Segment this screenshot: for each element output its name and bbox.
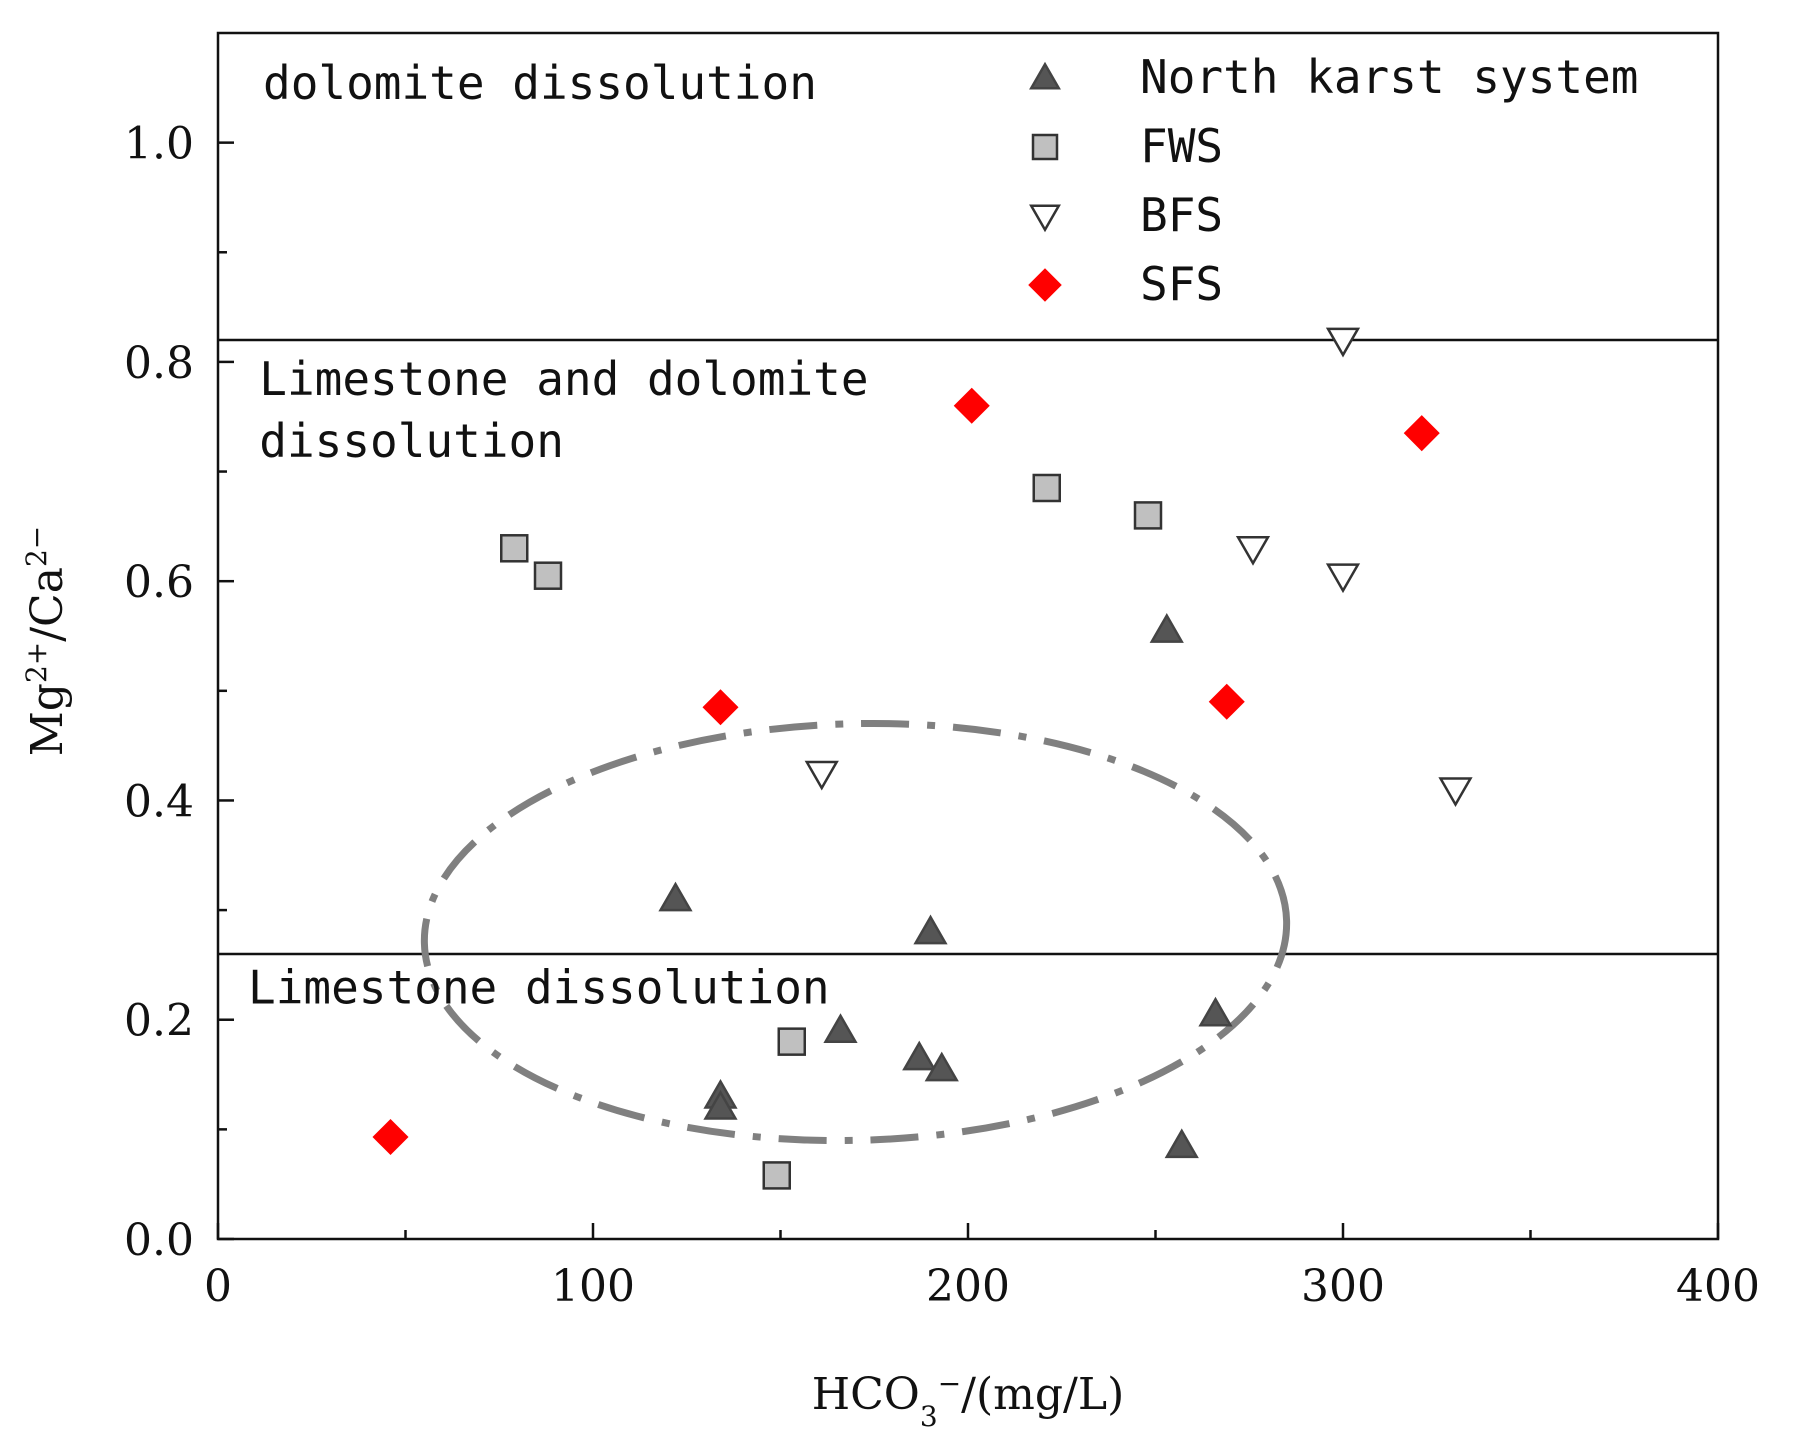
point-bfs-4 [1438,777,1473,807]
x-tick-label: 200 [926,1261,1010,1312]
legend-label-1: FWS [1140,119,1223,173]
legend-marker-0 [1029,61,1061,90]
plot-frame [216,31,1720,1241]
x-tick-label: 0 [204,1261,232,1312]
y-tick-label: 0.2 [124,996,194,1047]
legend-marker-3 [1028,268,1062,302]
y-title-b: /Ca [22,567,73,642]
data-points [372,327,1473,1190]
region-label-line: Limestone and dolomite [259,352,868,406]
point-fws-2 [1032,473,1061,503]
point-north-karst-system-8 [1198,996,1233,1027]
legend-marker-2 [1029,204,1061,233]
legend-label-2: BFS [1140,188,1223,242]
point-fws-4 [777,1027,806,1056]
y-tick-label: 0.8 [124,338,194,389]
region-label-line: dolomite dissolution [263,56,817,110]
region-label-1: Limestone and dolomite dissolution [259,352,868,468]
point-sfs-2 [702,689,739,726]
point-north-karst-system-6 [902,1040,937,1071]
grouping-ellipse [420,719,1291,1145]
region-label-2: Limestone dissolution [248,960,830,1014]
y-axis-title: Mg2+/Ca2− [20,526,74,757]
y-tick-label: 1.0 [124,119,194,170]
x-axis-title: HCO3−/(mg/L) [812,1367,1125,1433]
x-title-rest: /(mg/L) [961,1369,1124,1420]
legend-marker-1 [1031,133,1059,161]
y-tick-label: 0.6 [124,557,194,608]
point-sfs-4 [372,1119,409,1156]
point-bfs-1 [1235,535,1271,566]
x-title-sup: − [938,1367,961,1400]
y-tick-label: 0.4 [124,776,194,827]
point-sfs-1 [1403,415,1440,452]
x-tick-label: 100 [551,1261,635,1312]
x-title-main: HCO [812,1369,920,1420]
legend-label-0: North karst system [1140,50,1639,104]
point-north-karst-system-5 [823,1013,858,1043]
point-sfs-3 [1208,683,1245,720]
point-fws-1 [533,561,563,590]
point-north-karst-system-4 [703,1089,738,1120]
point-bfs-3 [804,760,839,791]
point-north-karst-system-2 [1149,613,1184,643]
point-north-karst-system-7 [924,1051,959,1082]
x-tick-label: 400 [1676,1261,1760,1312]
point-sfs-0 [953,387,990,424]
region-label-0: dolomite dissolution [263,56,817,110]
region-label-line: dissolution [259,414,564,468]
point-bfs-2 [1325,563,1361,594]
highlight-ellipse [420,719,1291,1145]
axis-ticks: 0 100 200 300 400 0.0 0.2 0.4 0.6 0.8 1.0 [124,119,1760,1312]
x-tick-label: 300 [1301,1261,1385,1312]
y-title-a-sup: 2+ [20,642,53,683]
legend: North karst system FWS BFS SFS [1028,50,1639,311]
y-tick-label: 0.0 [124,1215,194,1266]
point-north-karst-system-1 [913,914,948,945]
point-fws-3 [1133,501,1163,530]
y-title-a: Mg [22,683,73,756]
legend-label-3: SFS [1140,257,1223,311]
point-north-karst-system-9 [1164,1128,1199,1159]
y-title-b-sup: 2− [20,526,53,567]
point-fws-0 [500,534,529,563]
region-labels: dolomite dissolution Limestone and dolomi… [248,56,869,1014]
point-bfs-0 [1325,327,1361,358]
point-fws-5 [762,1161,791,1190]
region-label-line: Limestone dissolution [248,960,830,1014]
threshold-lines [218,338,1718,956]
x-title-sub: 3 [920,1400,938,1433]
point-north-karst-system-0 [658,881,693,912]
